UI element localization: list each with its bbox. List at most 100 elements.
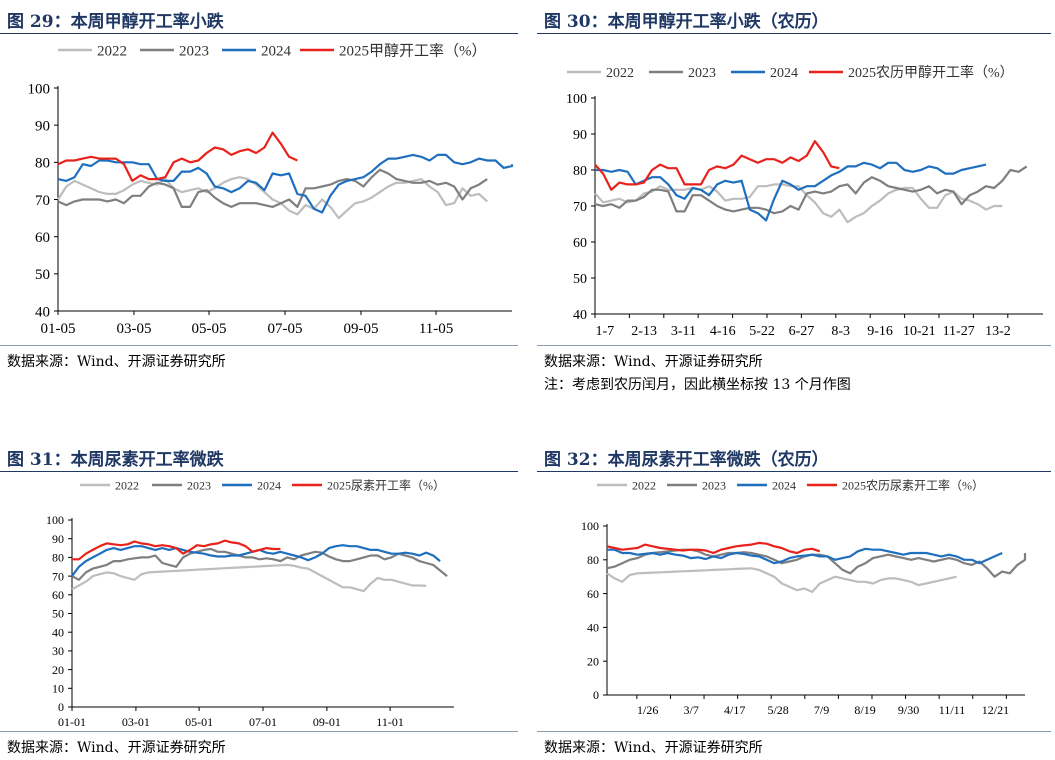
x-tick-label: 8-3: [831, 324, 850, 339]
y-tick-label: 60: [52, 588, 64, 602]
panel-fig29: 图 29：本周甲醇开工率小跌 40 50 60 70 80 90 100 01-05 03-05…: [0, 0, 518, 380]
y-tick-label: 30: [52, 644, 64, 658]
x-tick-label: 03-01: [122, 715, 150, 728]
x-tick-label: 05-05: [192, 321, 227, 337]
urea-operating-rate-lunar-chart: 0 20 40 60 80 100 1/26 3/7 4/17 5/28 7/9 8/19 9/30 11…: [581, 477, 1027, 717]
series-line-s2023: [594, 165, 1028, 215]
x-tick-label: 07-01: [249, 715, 277, 728]
x-tick-label: 12/21: [982, 703, 1009, 717]
legend-label-s2023: 2023: [702, 478, 726, 492]
y-tick-label: 60: [587, 587, 599, 601]
legend-label-s2024: 2024: [772, 478, 796, 492]
x-tick-label: 7/9: [814, 703, 829, 717]
series-line-s2025: [606, 541, 821, 555]
x-tick-label: 9-16: [867, 324, 893, 339]
chart-bottom-rule: [0, 345, 518, 346]
urea-operating-rate-chart: 0 10 20 30 40 50 60 70 80 90 100 01-01 03-01 05-01 07-…: [46, 477, 454, 728]
series-line-s2022: [606, 567, 957, 594]
legend-label-s2022: 2022: [115, 478, 139, 492]
series-line-s2024: [595, 161, 987, 222]
axis-note: 注：考虑到农历闰月，因此横坐标按 13 个月作图: [544, 377, 851, 393]
legend-label-s2025: 2025甲醇开工率（%）: [339, 42, 487, 59]
source-note: 数据来源：Wind、开源证券研究所: [7, 740, 226, 756]
title-rule: [537, 33, 1051, 34]
x-tick-label: 5-22: [749, 324, 775, 339]
y-tick-label: 40: [35, 304, 50, 320]
x-tick-label: 8/19: [854, 703, 875, 717]
y-tick-label: 70: [573, 200, 587, 215]
legend-label-s2023: 2023: [688, 66, 716, 81]
source-note: 数据来源：Wind、开源证券研究所: [7, 354, 226, 370]
series-line-s2024: [607, 547, 1003, 565]
x-tick-label: 07-05: [268, 321, 303, 337]
x-tick-label: 13-2: [985, 324, 1011, 339]
methanol-operating-rate-lunar-chart: 40 50 60 70 80 90 100 1-7 2-13 3-11 4-16 5-22 6-27 8-…: [566, 64, 1043, 339]
y-tick-label: 90: [573, 128, 587, 143]
series-line-s2023: [71, 547, 448, 581]
x-tick-label: 11/11: [939, 703, 965, 717]
legend-label-s2025: 2025尿素开工率（%）: [327, 477, 445, 492]
x-tick-label: 1/26: [637, 703, 658, 717]
legend-label-s2024: 2024: [261, 43, 292, 59]
y-tick-label: 100: [566, 92, 587, 107]
x-tick-label: 03-05: [116, 321, 151, 337]
panel-fig31: 图 31：本周尿素开工率微跌 0 10 20 30 40 50 60 70 80 90 100 01-…: [0, 438, 518, 760]
y-tick-label: 40: [587, 621, 599, 635]
x-tick-label: 11-27: [943, 324, 975, 339]
legend-label-s2022: 2022: [632, 478, 656, 492]
x-tick-label: 3-11: [671, 324, 696, 339]
y-tick-label: 90: [35, 118, 50, 134]
legend-label-s2024: 2024: [257, 478, 281, 492]
chart-bottom-rule: [537, 345, 1051, 346]
legend-label-s2023: 2023: [179, 43, 209, 59]
title-rule: [0, 471, 518, 472]
source-note: 数据来源：Wind、开源证券研究所: [544, 354, 763, 370]
y-tick-label: 10: [52, 682, 64, 696]
series-line-s2022: [594, 183, 1003, 224]
x-tick-label: 6-27: [789, 324, 815, 339]
x-tick-label: 9/30: [898, 703, 919, 717]
legend-label-s2022: 2022: [97, 43, 127, 59]
figure-title: 图 31：本周尿素开工率微跌: [7, 450, 224, 470]
y-tick-label: 100: [581, 519, 599, 533]
y-tick-label: 80: [587, 553, 599, 567]
series-line-s2025: [57, 131, 298, 182]
y-tick-label: 50: [52, 607, 64, 621]
y-tick-label: 80: [52, 551, 64, 565]
x-tick-label: 11-05: [419, 321, 453, 337]
y-tick-label: 50: [573, 272, 587, 287]
series-line-s2022: [57, 176, 488, 220]
y-tick-label: 60: [573, 236, 587, 251]
x-tick-label: 10-21: [903, 324, 936, 339]
series-line-s2024: [57, 153, 514, 214]
source-note: 数据来源：Wind、开源证券研究所: [544, 740, 763, 756]
series-line-s2025: [72, 539, 281, 561]
x-tick-label: 01-05: [41, 321, 76, 337]
y-tick-label: 100: [28, 81, 51, 97]
y-tick-label: 80: [35, 156, 50, 172]
series-line-s2022: [71, 563, 427, 593]
figure-title: 图 30：本周甲醇开工率小跌（农历）: [544, 12, 829, 32]
x-tick-label: 4/17: [724, 703, 745, 717]
y-tick-label: 20: [587, 654, 599, 668]
series-line-s2025: [594, 140, 840, 191]
chart-bottom-rule: [0, 731, 518, 732]
y-tick-label: 80: [573, 164, 587, 179]
y-tick-label: 50: [35, 267, 50, 283]
x-tick-label: 11-01: [376, 715, 404, 728]
panel-fig30: 图 30：本周甲醇开工率小跌（农历） 40 50 60 70 80 90 100 1-7 2-1…: [537, 0, 1055, 395]
chart-bottom-rule: [537, 731, 1051, 732]
figure-title: 图 32：本周尿素开工率微跌（农历）: [544, 450, 829, 470]
y-tick-label: 40: [52, 625, 64, 639]
y-tick-label: 60: [35, 230, 50, 246]
y-tick-label: 0: [593, 688, 599, 702]
y-tick-label: 20: [52, 663, 64, 677]
methanol-operating-rate-chart: 40 50 60 70 80 90 100 01-05 03-05 05-05 07-05 09-05…: [28, 42, 514, 337]
title-rule: [537, 471, 1051, 472]
x-tick-label: 5/28: [767, 703, 788, 717]
x-tick-label: 2-13: [631, 324, 657, 339]
y-tick-label: 0: [58, 700, 64, 714]
x-tick-label: 09-01: [313, 715, 341, 728]
legend-label-s2024: 2024: [770, 66, 798, 81]
x-tick-label: 3/7: [684, 703, 699, 717]
